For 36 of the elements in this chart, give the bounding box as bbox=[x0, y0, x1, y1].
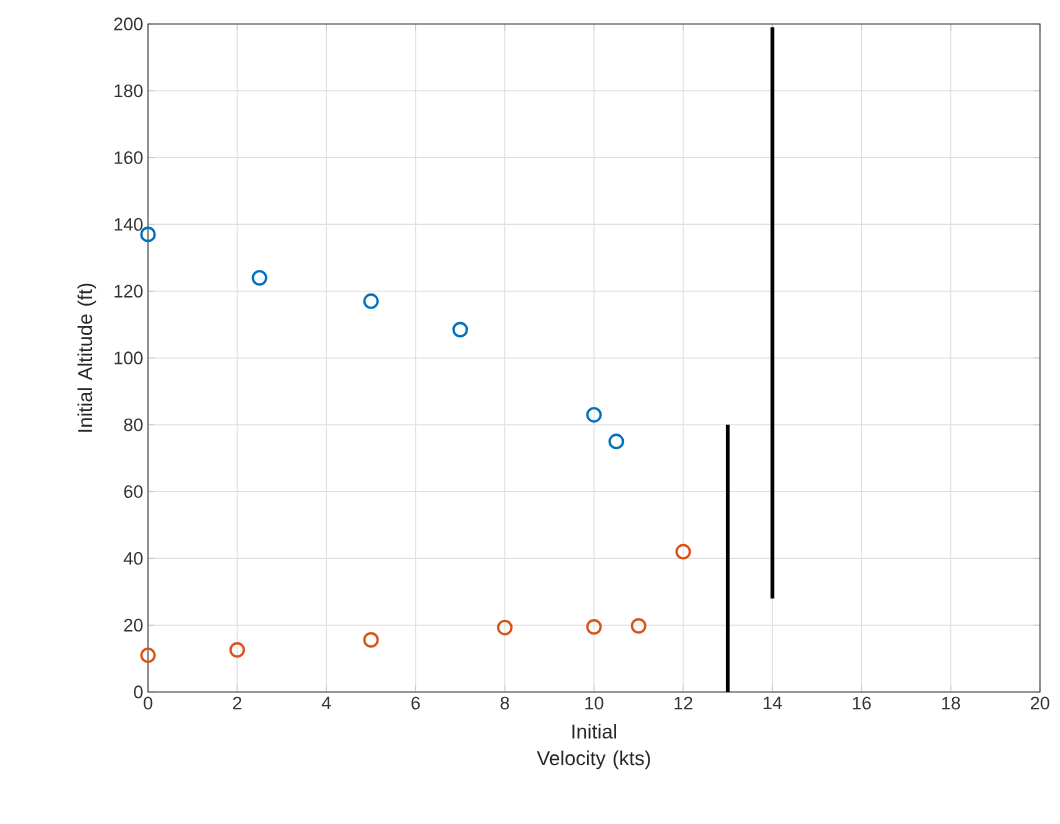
y-tick-label: 40 bbox=[123, 552, 143, 565]
point bbox=[608, 433, 625, 450]
y-tick-label: 180 bbox=[114, 84, 143, 98]
y-tick-label: 200 bbox=[114, 17, 143, 31]
point bbox=[586, 618, 602, 635]
y-tick-label: 0 bbox=[134, 685, 143, 699]
x-tick-label: 0 bbox=[143, 696, 153, 710]
point bbox=[229, 642, 246, 658]
y-tick-label: 160 bbox=[114, 151, 143, 164]
x-tick-label: 6 bbox=[411, 696, 420, 710]
x-tick-label: 20 bbox=[1030, 696, 1050, 710]
point bbox=[363, 632, 379, 648]
x-axis-title: Initial Velocity (kts) bbox=[536, 723, 650, 770]
x-tick-label: 18 bbox=[942, 696, 961, 710]
y-tick-label: 60 bbox=[124, 485, 143, 498]
x-tick-label: 16 bbox=[852, 696, 871, 710]
y-axis-title: Initial Altitude (ft) bbox=[77, 283, 97, 432]
y-tick-label: 100 bbox=[114, 351, 143, 365]
point bbox=[363, 293, 379, 310]
x-tick-label: 14 bbox=[763, 696, 782, 710]
x-tick-label: 8 bbox=[500, 696, 510, 710]
y-tick-label: 120 bbox=[114, 284, 143, 298]
x-tick-label: 10 bbox=[585, 696, 604, 710]
y-tick-label: 140 bbox=[114, 218, 143, 231]
point bbox=[586, 406, 602, 423]
y-tick-label: 20 bbox=[124, 618, 143, 632]
point bbox=[675, 543, 692, 560]
x-tick-label: 4 bbox=[321, 696, 331, 710]
x-tick-label: 2 bbox=[233, 696, 242, 710]
point bbox=[251, 269, 268, 286]
x-tick-label: 12 bbox=[674, 696, 693, 710]
point bbox=[496, 619, 513, 636]
y-tick-label: 80 bbox=[124, 418, 143, 432]
point bbox=[452, 321, 469, 338]
point bbox=[630, 617, 647, 634]
point bbox=[140, 647, 156, 664]
